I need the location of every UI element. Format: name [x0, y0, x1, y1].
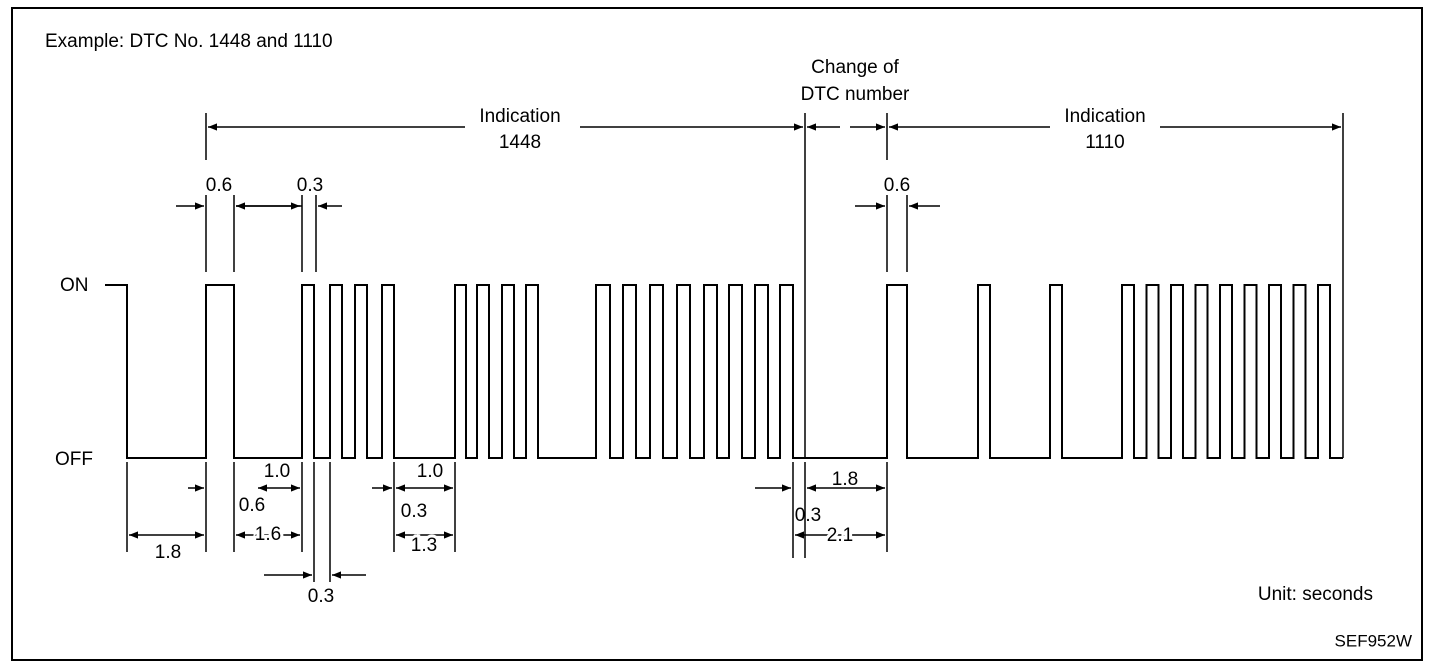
indication-code: 1448	[499, 132, 541, 153]
dimension: 2.1	[827, 525, 853, 546]
waveform	[105, 284, 1343, 459]
frame	[11, 7, 1423, 661]
dimension: 1.0	[264, 461, 290, 482]
dimension: 0.3	[401, 501, 427, 522]
unit-note: Unit: seconds	[1258, 584, 1373, 605]
state-label: ON	[60, 275, 89, 296]
title: Example: DTC No. 1448 and 1110	[45, 31, 333, 52]
signal-line	[105, 284, 1343, 459]
change-label: DTC number	[801, 84, 910, 105]
dimension: 1.3	[411, 535, 437, 556]
dimension: 1.0	[417, 461, 443, 482]
dimension: 1.8	[155, 542, 181, 563]
state-label: OFF	[55, 449, 93, 470]
dimension: 0.3	[795, 505, 821, 526]
dimension-lines	[126, 113, 1344, 582]
dimension: 0.6	[206, 175, 232, 196]
dimension: 0.3	[308, 586, 334, 607]
labels: Example: DTC No. 1448 and 1110 Change of…	[45, 31, 1412, 650]
dimension: 0.6	[884, 175, 910, 196]
change-label: Change of	[811, 57, 899, 78]
indication-label: Indication	[1064, 106, 1145, 127]
figure-id: SEF952W	[1335, 631, 1412, 650]
indication-code: 1110	[1085, 132, 1124, 153]
dimension: 1.6	[255, 524, 281, 545]
dimension: 0.6	[239, 495, 265, 516]
dimension: 1.8	[832, 469, 858, 490]
dimension: 0.3	[297, 175, 323, 196]
indication-label: Indication	[479, 106, 560, 127]
